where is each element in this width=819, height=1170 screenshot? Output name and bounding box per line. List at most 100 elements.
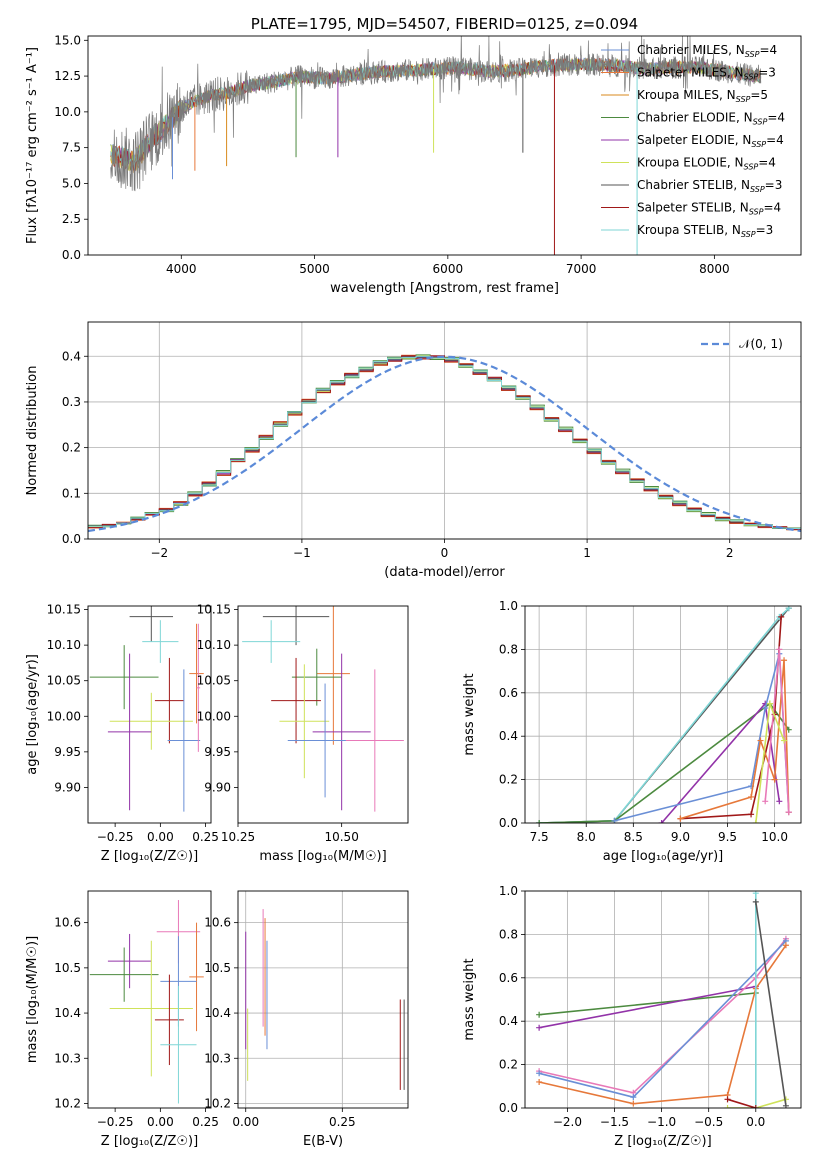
x-axis-label: (data-model)/error [384, 565, 505, 580]
y-tick-label: 0.1 [62, 486, 81, 500]
plot-area [88, 354, 801, 539]
plot-area [110, 36, 762, 255]
plot-frame [87, 605, 212, 824]
legend-label: 𝒩(0, 1) [739, 337, 783, 351]
x-axis-label: Z [log₁₀(Z/Z☉)] [614, 1134, 711, 1149]
y-tick-label: 0.6 [499, 686, 518, 700]
plot-frame [237, 890, 409, 1109]
weight-marker [752, 1105, 759, 1108]
weight-line [727, 1098, 787, 1108]
y-tick-label: 7.5 [62, 141, 81, 155]
y-tick-label: 10.4 [54, 1006, 81, 1020]
plot-frame [87, 35, 802, 256]
plot-frame [524, 890, 802, 1109]
x-tick-label: −0.5 [694, 1115, 723, 1129]
error-bar-point [142, 620, 179, 663]
y-tick-label: 10.05 [47, 674, 81, 688]
weight-marker [781, 657, 788, 664]
weight-line [614, 653, 790, 822]
weight-line [539, 702, 790, 823]
plot-area [242, 606, 404, 812]
weight-marker [536, 820, 543, 823]
y-tick-label: 10.5 [54, 961, 81, 975]
panel-weight_vs_age: 7.5 8.0 8.5 9.0 9.5 10.0 0.0 0.2 0.4 0.6 0.8 1.0 age… [462, 599, 802, 864]
x-axis-label: mass [log₁₀(M/M☉)] [259, 849, 386, 864]
legend-label: Kroupa MILES, NSSP=5 [637, 88, 768, 104]
x-tick-label: −0.25 [97, 1115, 134, 1129]
y-tick-label: 10.15 [47, 603, 81, 617]
error-bar-point [262, 606, 330, 646]
plot-area [245, 909, 405, 1090]
y-tick-label: 10.0 [54, 105, 81, 119]
weight-marker [752, 898, 759, 905]
x-tick-label: 0.25 [192, 830, 219, 844]
chart-title: PLATE=1795, MJD=54507, FIBERID=0125, z=0… [251, 15, 638, 33]
x-tick-label: 0.0 [746, 1115, 765, 1129]
y-tick-label: 10.05 [197, 674, 231, 688]
y-tick-label: 9.90 [54, 780, 81, 794]
panel-age_vs_mass: 10.25 10.50 9.90 9.95 10.00 10.05 10.10 10.15 ma… [197, 603, 409, 864]
error-bar-point [271, 657, 321, 744]
legend-label: Salpeter ELODIE, NSSP=4 [637, 133, 784, 149]
plot-frame [237, 605, 409, 824]
error-bar-point [167, 669, 201, 812]
weight-marker [782, 942, 789, 949]
y-tick-label: 2.5 [62, 212, 81, 226]
weight-marker [724, 1096, 731, 1103]
error-bar-point [109, 692, 193, 750]
error-bar-point [160, 985, 197, 1104]
y-tick-label: 0.8 [499, 927, 518, 941]
plot-area [89, 900, 204, 1104]
plot-area [536, 606, 792, 823]
weight-marker [658, 820, 665, 823]
x-tick-label: 6000 [433, 262, 464, 276]
weight-marker [771, 776, 778, 783]
error-bar-point [196, 623, 201, 752]
x-tick-label: 10.0 [761, 830, 788, 844]
y-tick-label: 10.10 [197, 638, 231, 652]
legend-label: Salpeter MILES, NSSP=3 [637, 66, 776, 82]
x-tick-label: 10.25 [221, 830, 255, 844]
y-axis-label: age [log₁₀(age/yr)] [25, 654, 40, 775]
x-axis-label: wavelength [Angstrom, rest frame] [330, 281, 559, 296]
error-bar-point [279, 664, 330, 779]
x-tick-label: −1 [293, 546, 311, 560]
y-tick-label: 10.5 [204, 961, 231, 975]
x-tick-label: 8000 [699, 262, 730, 276]
normal-curve [88, 355, 801, 533]
x-tick-label: 5000 [299, 262, 330, 276]
weight-marker [536, 1011, 543, 1018]
y-tick-label: 10.00 [197, 709, 231, 723]
error-bar-point [107, 653, 152, 811]
y-axis-label: mass weight [462, 673, 477, 755]
x-tick-label: 4000 [166, 262, 197, 276]
weight-marker [536, 1078, 543, 1085]
x-tick-label: 8.0 [577, 830, 596, 844]
weight-marker [776, 798, 783, 805]
error-bar-point [345, 669, 404, 812]
error-bar-point [89, 947, 159, 1002]
weight-line [755, 901, 787, 1106]
weight-marker [781, 737, 788, 744]
weight-line [538, 940, 787, 1099]
y-tick-label: 10.2 [204, 1096, 231, 1110]
x-tick-label: 2 [726, 546, 734, 560]
weight-marker [776, 646, 783, 653]
panel-spectrum: 4000 5000 6000 7000 8000 0.0 2.5 5.0 7.5 10.0 12.5… [25, 15, 802, 296]
y-tick-label: 15.0 [54, 33, 81, 47]
legend-label: Kroupa ELODIE, NSSP=4 [637, 156, 776, 172]
x-tick-label: 0.25 [329, 1115, 356, 1129]
y-axis-label: mass [log₁₀(M/M☉)] [25, 936, 40, 1063]
x-axis-label: age [log₁₀(age/yr)] [603, 849, 724, 864]
weight-marker [757, 737, 764, 744]
y-tick-label: 0.2 [499, 773, 518, 787]
error-bar-point [107, 933, 152, 989]
error-bar-point [89, 645, 159, 710]
plot-area [536, 891, 789, 1108]
y-tick-label: 10.3 [54, 1051, 81, 1065]
error-bar-point [312, 653, 371, 811]
y-tick-label: 10.10 [47, 638, 81, 652]
panel-mass_vs_Z: −0.25 0.00 0.25 10.2 10.3 10.4 10.5 10.6 Z [log₁… [25, 890, 219, 1149]
y-tick-label: 9.95 [54, 745, 81, 759]
